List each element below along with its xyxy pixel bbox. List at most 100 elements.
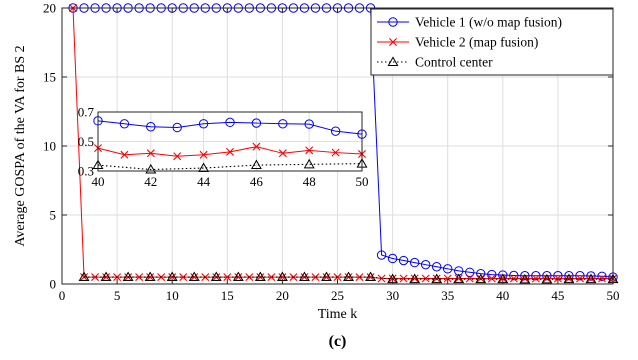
data-point bbox=[454, 274, 463, 283]
legend-item: Vehicle 2 (map fusion) bbox=[377, 35, 538, 50]
inset-series-line bbox=[97, 163, 363, 171]
data-point bbox=[190, 273, 199, 282]
y-tick-label: 5 bbox=[50, 208, 57, 223]
data-point bbox=[476, 274, 485, 283]
data-point bbox=[234, 273, 243, 282]
data-point bbox=[322, 273, 331, 282]
inset-data-point bbox=[304, 119, 314, 129]
inset-data-point bbox=[225, 117, 235, 128]
data-point bbox=[542, 271, 552, 281]
data-point bbox=[122, 271, 134, 282]
data-point bbox=[586, 274, 595, 283]
data-point bbox=[586, 271, 596, 281]
data-point bbox=[365, 271, 377, 282]
data-point bbox=[541, 273, 553, 284]
data-point bbox=[509, 274, 518, 283]
data-point bbox=[564, 274, 573, 283]
data-point bbox=[135, 273, 144, 282]
data-point bbox=[102, 273, 111, 282]
data-point bbox=[553, 274, 562, 283]
data-point bbox=[597, 274, 606, 283]
y-axis-label: Average GOSPA of the VA for BS 2 bbox=[13, 45, 28, 246]
data-point bbox=[498, 274, 507, 283]
legend-item: Vehicle 1 (w/o map fusion) bbox=[377, 15, 562, 30]
data-point bbox=[563, 273, 575, 284]
inset-data-point bbox=[330, 126, 341, 136]
data-point bbox=[487, 274, 496, 283]
inset-y-tick-label: 0.3 bbox=[78, 164, 94, 179]
inset-data-point bbox=[172, 122, 182, 133]
data-point bbox=[575, 274, 584, 283]
legend-marker bbox=[387, 56, 399, 66]
x-tick-label: 10 bbox=[166, 288, 179, 303]
data-point bbox=[564, 271, 574, 281]
data-point bbox=[431, 262, 442, 272]
data-point bbox=[542, 274, 551, 283]
inset-data-point bbox=[303, 158, 315, 169]
data-point bbox=[520, 274, 529, 283]
data-point bbox=[298, 271, 310, 282]
x-tick-label: 25 bbox=[331, 288, 344, 303]
inset-y-tick-label: 0.7 bbox=[78, 105, 95, 120]
data-point bbox=[366, 273, 375, 282]
data-point bbox=[475, 273, 487, 284]
inset-x-tick-label: 46 bbox=[250, 174, 264, 189]
inset-x-tick-label: 50 bbox=[356, 174, 369, 189]
x-tick-label: 40 bbox=[496, 288, 509, 303]
inset-data-point bbox=[252, 142, 261, 151]
data-point bbox=[519, 273, 531, 284]
inset-data-point bbox=[199, 150, 208, 159]
data-point bbox=[223, 273, 232, 282]
data-point bbox=[443, 274, 452, 283]
data-point bbox=[376, 250, 387, 260]
data-point bbox=[144, 271, 156, 282]
data-point bbox=[388, 274, 397, 283]
inset-series-line bbox=[97, 120, 363, 135]
data-point bbox=[597, 271, 607, 281]
x-tick-label: 20 bbox=[276, 288, 289, 303]
data-point bbox=[443, 264, 453, 274]
data-point bbox=[78, 271, 90, 282]
inset-data-point bbox=[146, 149, 155, 158]
series-line bbox=[84, 276, 613, 280]
data-point bbox=[321, 271, 332, 282]
data-point bbox=[453, 273, 465, 284]
x-tick-label: 45 bbox=[551, 288, 564, 303]
inset-data-point bbox=[120, 150, 129, 159]
inset-frame bbox=[97, 111, 363, 172]
data-point bbox=[398, 255, 409, 266]
data-point bbox=[531, 271, 541, 281]
legend-label: Control center bbox=[415, 55, 493, 70]
inset-y-tick-label: 0.5 bbox=[78, 134, 94, 149]
legend: Vehicle 1 (w/o map fusion) Vehicle 2 (map… bbox=[370, 8, 614, 76]
inset-plot: 40 42 44 46 48 50 0.3 0.5 0.7 bbox=[78, 105, 369, 190]
data-point bbox=[188, 271, 200, 282]
legend-marker bbox=[388, 17, 398, 27]
inset-data-point bbox=[278, 119, 288, 129]
data-point bbox=[146, 273, 155, 282]
y-tick-label: 15 bbox=[43, 70, 56, 85]
y-tick-label: 0 bbox=[50, 277, 57, 292]
data-point bbox=[343, 271, 354, 282]
x-axis-label: Time k bbox=[318, 307, 358, 322]
data-point bbox=[421, 274, 430, 283]
legend-label: Vehicle 1 (w/o map fusion) bbox=[415, 15, 562, 30]
data-point bbox=[232, 271, 244, 282]
inset-series-2 bbox=[94, 142, 366, 161]
legend-label: Vehicle 2 (map fusion) bbox=[415, 35, 538, 50]
data-point bbox=[210, 271, 222, 282]
data-point bbox=[465, 274, 474, 283]
figure-caption: (c) bbox=[329, 333, 347, 350]
data-point bbox=[431, 273, 443, 284]
data-point bbox=[420, 259, 431, 270]
inset-data-point bbox=[250, 159, 262, 170]
data-point bbox=[91, 273, 100, 282]
inset-x-tick-label: 44 bbox=[197, 174, 211, 189]
data-point bbox=[509, 270, 519, 281]
y-tick-label: 20 bbox=[43, 1, 56, 16]
data-point bbox=[355, 273, 364, 282]
data-point bbox=[410, 274, 419, 283]
inset-data-point bbox=[145, 163, 157, 174]
